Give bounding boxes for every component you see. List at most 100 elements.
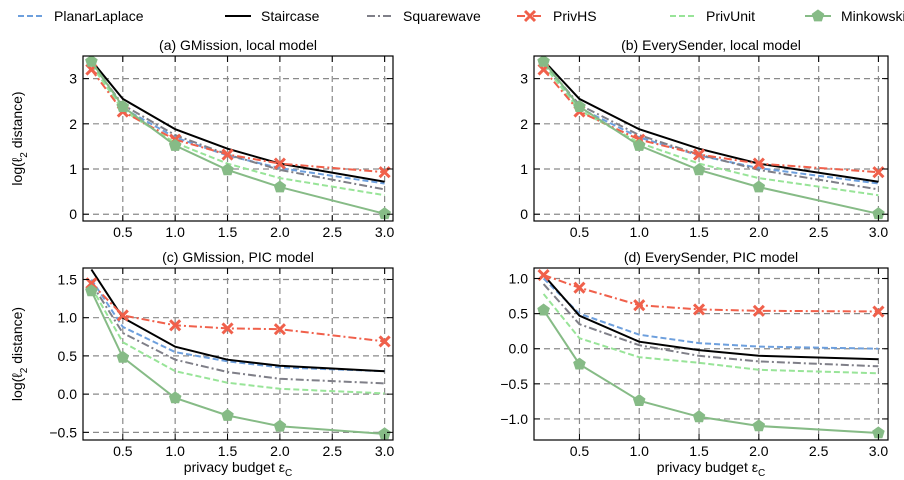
data-point-privhs-stroke-b	[872, 166, 885, 179]
data-point-privhs	[116, 309, 129, 322]
data-point-minkowski	[573, 99, 586, 112]
y-axis-label: log(ℓ2 distance)	[9, 307, 30, 401]
gridlines	[83, 56, 393, 221]
legend-item-privunit: PrivUnit	[670, 8, 755, 24]
series-line-privhs	[90, 282, 385, 343]
data-point-minkowski	[752, 180, 766, 193]
chart-title: (a) GMission, local model	[159, 37, 317, 53]
x-tick-label: 1.5	[689, 224, 709, 240]
data-point-minkowski	[116, 99, 130, 112]
x-tick-label: 3.0	[375, 224, 395, 240]
y-tick-label: 0.0	[509, 341, 529, 357]
legend-label-squarewave: Squarewave	[403, 8, 481, 24]
data-point-privhs	[273, 157, 286, 170]
series-line-minkowski	[542, 309, 879, 434]
data-point-minkowski	[85, 284, 98, 297]
series-line-privunit	[542, 293, 879, 375]
data-point-privhs-stroke-b	[752, 157, 765, 170]
y-axis-label-suffix: distance)	[9, 307, 25, 368]
data-point-minkowski	[85, 56, 98, 67]
x-tick-label: 1.0	[630, 224, 650, 240]
data-point-privhs-stroke-b	[692, 148, 706, 161]
series-line-privunit	[90, 64, 385, 197]
legend-label-privunit: PrivUnit	[706, 8, 755, 24]
data-point-minkowski	[273, 419, 287, 432]
chart-panels: 0.5 1.0 1.5 2.0 2.5 3.0 0 1 2 3 (a) GMission, loca…	[9, 37, 889, 479]
data-point-minkowski	[273, 180, 287, 193]
data-point-privhs-stroke-b	[378, 335, 391, 348]
data-point-minkowski	[692, 163, 706, 176]
series-line-squarewave	[542, 62, 879, 191]
series-line-squarewave	[542, 283, 879, 368]
y-tick-label: 2	[520, 116, 528, 132]
y-tick-label: −0.5	[500, 376, 528, 392]
data-point-privhs	[169, 319, 182, 332]
legend-label-privhs: PrivHS	[553, 8, 597, 24]
legend-label-staircase: Staircase	[261, 8, 320, 24]
chart-panel-1: 0.5 1.0 1.5 2.0 2.5 3.0 0 1 2 3 (a) GMission, loca…	[9, 37, 395, 240]
series-line-minkowski	[90, 60, 385, 215]
x-axis-label-main: privacy budget ε	[184, 459, 285, 475]
x-tick-label: 1.5	[218, 224, 238, 240]
gridlines	[534, 56, 888, 221]
data-point-privhs-stroke-b	[169, 319, 182, 332]
legend: PlanarLaplace Staircase Squarewave PrivHS Pr…	[18, 8, 904, 24]
y-tick-label: 0.5	[509, 306, 529, 322]
data-point-privhs-stroke-b	[752, 304, 765, 317]
plot-frame	[533, 55, 889, 222]
x-axis-label-subscript: C	[285, 468, 292, 479]
plot-frame	[82, 55, 394, 222]
gridlines	[83, 268, 393, 440]
chart-panel-4: 0.5 1.0 1.5 2.0 2.5 3.0 −1.0 −0.5 0.0 0.5 1.0 (d) E…	[500, 249, 889, 479]
y-tick-label: 1.0	[58, 310, 78, 326]
x-tick-label: 2.0	[270, 443, 290, 459]
data-point-privhs-stroke-b	[573, 281, 586, 294]
data-point-minkowski	[573, 357, 586, 370]
x-tick-label: 2.5	[809, 443, 829, 459]
data-point-minkowski	[116, 350, 130, 363]
chart-title: (b) EverySender, local model	[621, 37, 801, 53]
x-tick-label: 2.5	[323, 443, 343, 459]
data-point-minkowski	[632, 138, 646, 151]
y-tick-label: 1	[520, 161, 528, 177]
x-axis-label-subscript: C	[758, 468, 765, 479]
y-tick-label: −0.5	[49, 424, 77, 440]
legend-item-squarewave: Squarewave	[367, 8, 481, 24]
series-group	[85, 56, 391, 220]
x-tick-label: 1.0	[165, 224, 185, 240]
data-point-privhs	[221, 148, 234, 161]
data-point-minkowski	[752, 419, 766, 432]
chart-panel-3: 0.5 1.0 1.5 2.0 2.5 3.0 −0.5 0.0 0.5 1.0 1.5 (c) GM…	[9, 249, 395, 479]
x-tick-label: 1.0	[630, 443, 650, 459]
data-point-privhs	[872, 166, 885, 179]
x-tick-label: 1.5	[218, 443, 238, 459]
x-axis-label: privacy budget εC	[657, 459, 765, 479]
plot-frame	[82, 267, 394, 441]
legend-marker-privhs-stroke-b	[523, 9, 537, 23]
data-point-privhs	[692, 148, 706, 161]
series-line-privunit	[90, 286, 385, 395]
legend-item-privhs: PrivHS	[517, 8, 597, 24]
y-tick-label: 3	[520, 71, 528, 87]
chart-panel-2: 0.5 1.0 1.5 2.0 2.5 3.0 0 1 2 3 (b) EverySender, l…	[520, 37, 889, 240]
y-tick-label: −1.0	[500, 411, 528, 427]
x-axis-label: privacy budget εC	[184, 459, 292, 479]
x-tick-label: 3.0	[869, 443, 889, 459]
legend-marker-minkowski	[811, 9, 825, 22]
x-tick-label: 2.0	[270, 224, 290, 240]
data-point-minkowski	[168, 391, 182, 404]
data-point-privhs-stroke-b	[85, 277, 98, 290]
data-point-privhs	[221, 322, 234, 335]
y-tick-label: 0	[69, 206, 77, 222]
data-point-privhs	[537, 268, 550, 282]
chart-title: (d) EverySender, PIC model	[624, 249, 798, 265]
x-tick-label: 0.5	[570, 443, 590, 459]
data-point-privhs	[752, 157, 765, 170]
data-point-privhs	[633, 299, 646, 312]
data-point-privhs-stroke-b	[221, 322, 234, 335]
y-tick-label: 3	[69, 71, 77, 87]
series-group	[537, 56, 885, 220]
y-axis-label-subscript: 2	[19, 367, 30, 373]
data-point-privhs	[752, 304, 765, 317]
